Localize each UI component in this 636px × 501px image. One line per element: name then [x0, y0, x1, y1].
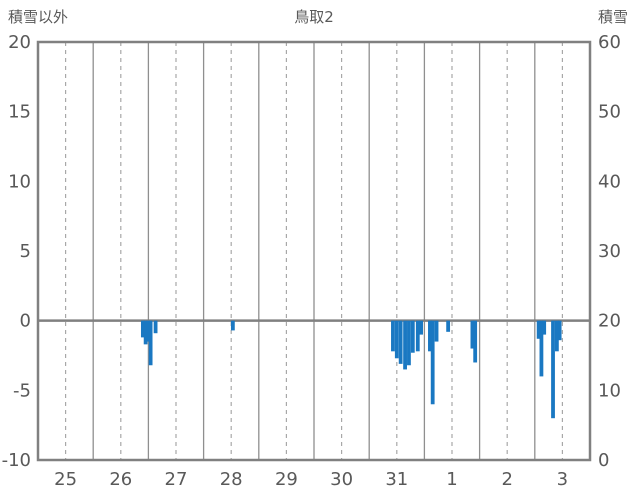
data-bar: [410, 320, 415, 353]
right-tick-label: 10: [598, 380, 621, 401]
data-bar: [430, 320, 435, 405]
left-axis-title: 積雪以外: [8, 8, 69, 26]
right-axis-title: 積雪: [597, 8, 628, 26]
data-bar: [146, 320, 151, 342]
data-bar: [473, 320, 478, 363]
data-bar: [230, 320, 235, 331]
data-bar: [551, 320, 555, 419]
data-bar: [419, 320, 423, 335]
data-bar: [140, 320, 145, 338]
data-bar: [403, 320, 407, 370]
left-tick-label: 15: [8, 102, 31, 123]
right-tick-label: 60: [598, 32, 621, 53]
data-bar: [398, 320, 403, 364]
data-bar: [434, 320, 439, 342]
x-tick-label: 28: [220, 469, 243, 490]
data-bar: [446, 320, 451, 332]
left-tick-label: 5: [20, 241, 31, 262]
data-bar: [539, 320, 544, 377]
left-tick-label: 0: [20, 311, 31, 332]
data-bar: [148, 320, 153, 366]
right-tick-label: 20: [598, 311, 621, 332]
chart-title: 鳥取2: [294, 8, 334, 26]
data-bar: [394, 320, 399, 359]
data-bar: [391, 320, 395, 352]
data-bar: [153, 320, 158, 334]
x-tick-label: 26: [109, 469, 132, 490]
x-tick-label: 31: [385, 469, 408, 490]
x-tick-label: 29: [275, 469, 298, 490]
x-tick-label: 1: [446, 469, 457, 490]
left-tick-label: 10: [8, 171, 31, 192]
x-tick-label: 30: [330, 469, 353, 490]
data-bar: [415, 320, 420, 352]
x-tick-label: 2: [501, 469, 512, 490]
left-tick-label: -5: [13, 380, 31, 401]
right-tick-label: 40: [598, 171, 621, 192]
left-tick-label: 20: [8, 32, 31, 53]
x-tick-label: 3: [557, 469, 568, 490]
data-bar: [554, 320, 559, 352]
data-bar: [557, 320, 562, 341]
data-bar: [536, 320, 541, 339]
right-tick-label: 50: [598, 102, 621, 123]
data-bar: [542, 320, 547, 335]
data-bar: [143, 320, 148, 345]
data-bar: [428, 320, 432, 352]
right-tick-label: 0: [598, 450, 609, 471]
left-tick-label: -10: [2, 450, 31, 471]
plot-border: [36, 40, 592, 462]
data-bar: [470, 320, 475, 349]
data-bar: [407, 320, 411, 366]
x-tick-label: 27: [165, 469, 188, 490]
x-tick-label: 25: [54, 469, 77, 490]
right-tick-label: 30: [598, 241, 621, 262]
